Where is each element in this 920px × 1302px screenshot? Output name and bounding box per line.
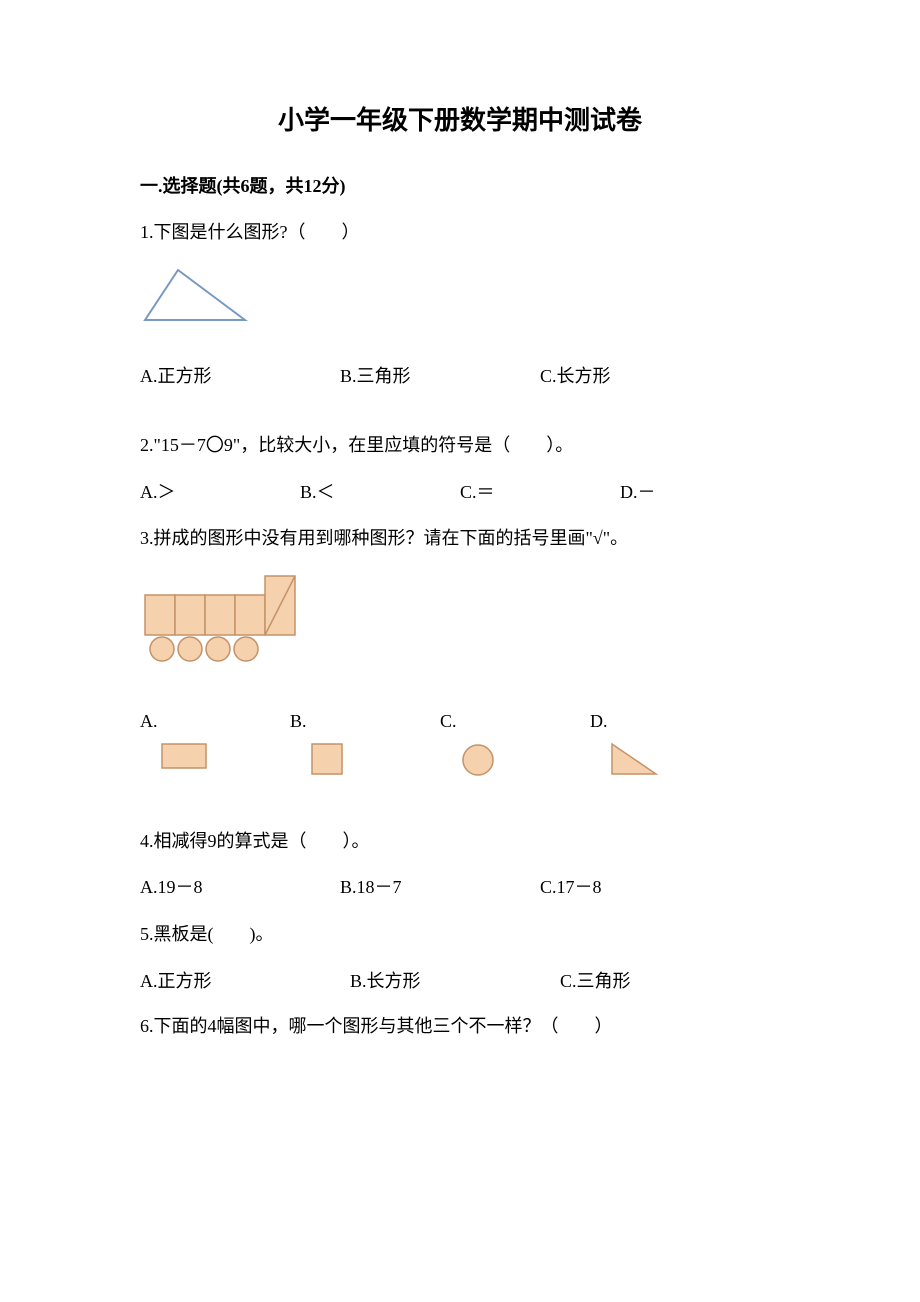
question-6: 6.下面的4幅图中，哪一个图形与其他三个不一样？（ ） [140, 1012, 780, 1041]
q3-optD-label: D. [590, 707, 608, 736]
q3-optA-label: A. [140, 707, 158, 736]
triangle-icon [140, 265, 250, 325]
q3-train-shape [140, 573, 780, 677]
q3-optB-label: B. [290, 707, 307, 736]
q3-optD: D. [590, 707, 740, 787]
right-triangle-icon [610, 742, 660, 787]
q3-optA: A. [140, 707, 290, 781]
q2-optD: D.－ [620, 478, 780, 507]
circle-icon [460, 742, 496, 787]
q1-optC: C.长方形 [540, 362, 740, 391]
question-4: 4.相减得9的算式是（ ）。 A.19－8 B.18－7 C.17－8 [140, 827, 780, 903]
q4-text: 4.相减得9的算式是（ ）。 [140, 827, 780, 856]
q2-optA: A.＞ [140, 478, 300, 507]
q2-optB: B.＜ [300, 478, 460, 507]
q1-shape [140, 265, 780, 334]
q3-optC-label: C. [440, 707, 457, 736]
train-icon [140, 573, 310, 668]
page-title: 小学一年级下册数学期中测试卷 [140, 100, 780, 142]
q2-options: A.＞ B.＜ C.＝ D.－ [140, 478, 780, 507]
q1-options: A.正方形 B.三角形 C.长方形 [140, 362, 780, 391]
question-2: 2."15－7〇9"，比较大小，在里应填的符号是（ ）。 A.＞ B.＜ C.＝… [140, 431, 780, 507]
question-3: 3.拼成的图形中没有用到哪种图形？请在下面的括号里画"√"。 A. [140, 524, 780, 786]
q4-optB: B.18－7 [340, 873, 540, 902]
q5-optA: A.正方形 [140, 967, 350, 996]
section-header: 一.选择题(共6题，共12分) [140, 172, 780, 201]
question-1: 1.下图是什么图形?（ ） A.正方形 B.三角形 C.长方形 [140, 218, 780, 390]
q5-text: 5.黑板是( )。 [140, 920, 780, 949]
q3-optC: C. [440, 707, 590, 787]
q1-optB: B.三角形 [340, 362, 540, 391]
q1-text: 1.下图是什么图形?（ ） [140, 218, 780, 247]
q4-optC: C.17－8 [540, 873, 740, 902]
q2-optC: C.＝ [460, 478, 620, 507]
q3-options: A. B. C. D. [140, 707, 780, 787]
q1-optA: A.正方形 [140, 362, 340, 391]
q5-optC: C.三角形 [560, 967, 770, 996]
question-5: 5.黑板是( )。 A.正方形 B.长方形 C.三角形 [140, 920, 780, 996]
q6-text: 6.下面的4幅图中，哪一个图形与其他三个不一样？（ ） [140, 1012, 780, 1041]
q3-text: 3.拼成的图形中没有用到哪种图形？请在下面的括号里画"√"。 [140, 524, 780, 553]
q4-optA: A.19－8 [140, 873, 340, 902]
q3-optB: B. [290, 707, 440, 787]
rectangle-icon [160, 742, 210, 781]
q5-options: A.正方形 B.长方形 C.三角形 [140, 967, 780, 996]
q5-optB: B.长方形 [350, 967, 560, 996]
q2-text: 2."15－7〇9"，比较大小，在里应填的符号是（ ）。 [140, 431, 780, 460]
square-icon [310, 742, 346, 787]
q4-options: A.19－8 B.18－7 C.17－8 [140, 873, 780, 902]
